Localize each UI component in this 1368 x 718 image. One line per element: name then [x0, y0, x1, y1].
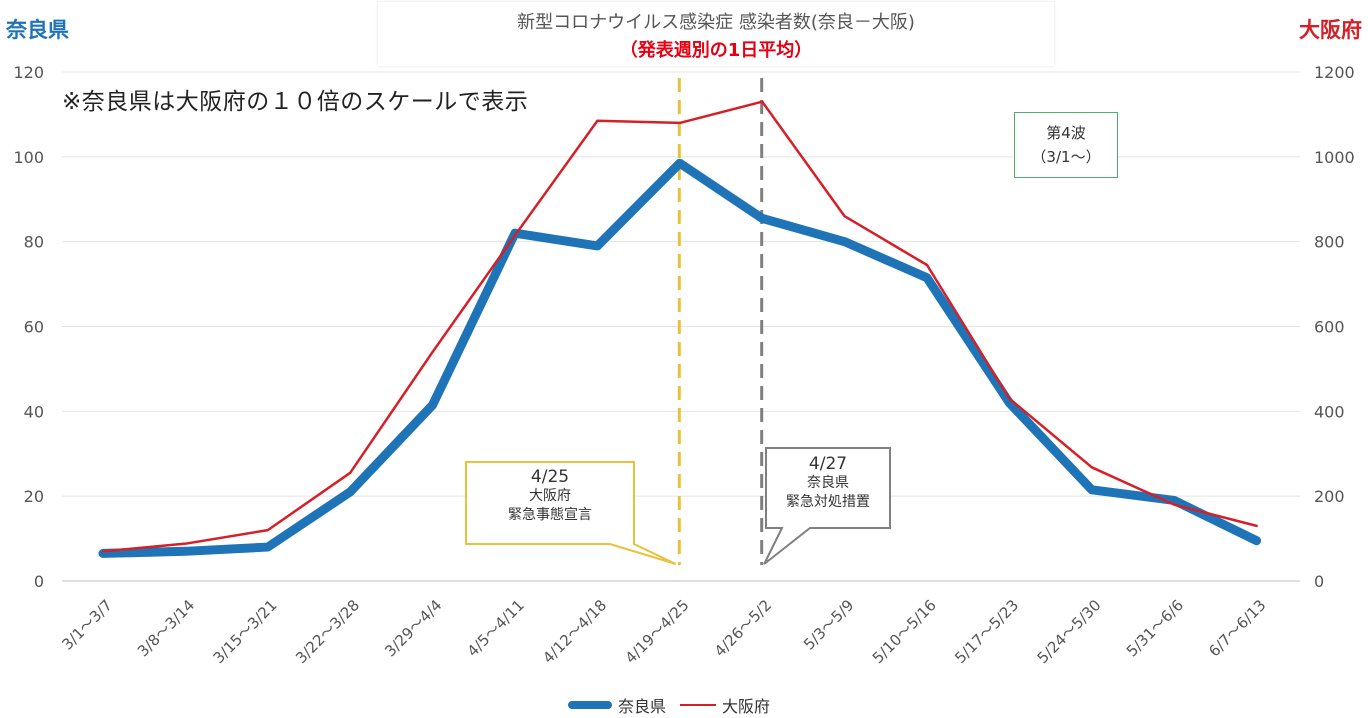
- legend-swatch-nara: [568, 701, 612, 709]
- x-tick-label: 3/29～4/4: [381, 596, 445, 660]
- x-tick-label: 5/24～5/30: [1034, 596, 1105, 667]
- point-nara: [1173, 499, 1176, 502]
- x-tick-label: 3/22～3/28: [292, 596, 363, 667]
- x-tick-label: 4/5～4/11: [464, 596, 528, 660]
- point-osaka: [1173, 504, 1175, 506]
- point-nara: [678, 162, 681, 165]
- left-tick-label: 0: [34, 572, 44, 591]
- point-nara: [431, 403, 434, 406]
- x-tick-label: 5/10～5/16: [869, 596, 940, 667]
- point-osaka: [1256, 525, 1258, 527]
- data-series: [98, 100, 1262, 558]
- x-tick-label: 4/26～5/2: [711, 596, 775, 660]
- point-nara: [843, 240, 846, 243]
- callout-osaka-date: 4/25: [530, 467, 570, 487]
- point-nara: [184, 550, 187, 553]
- point-osaka: [761, 101, 763, 103]
- left-tick-label: 40: [24, 402, 44, 421]
- x-tick-label: 4/19～4/25: [622, 596, 693, 667]
- point-osaka: [432, 351, 434, 353]
- point-nara: [1090, 488, 1093, 491]
- left-axis-title: 奈良県: [6, 18, 69, 42]
- point-osaka: [267, 529, 269, 531]
- point-osaka: [102, 550, 104, 552]
- right-tick-label: 1200: [1314, 63, 1355, 82]
- callout-osaka-bubble: [465, 461, 677, 565]
- chart-title: 新型コロナウイルス感染症 感染者数(奈良－大阪): [517, 12, 915, 33]
- left-tick-label: 120: [13, 63, 44, 82]
- callout-nara-line1: 奈良県: [807, 475, 849, 491]
- scale-note: ※奈良県は大阪府の１０倍のスケールで表示: [62, 89, 529, 115]
- right-tick-label: 600: [1314, 318, 1345, 337]
- x-tick-label: 4/12～4/18: [539, 596, 610, 667]
- x-axis-ticks: 3/1～3/7 3/8～3/14 3/15～3/21 3/22～3/28 3/29～4/…: [58, 596, 1269, 667]
- right-tick-label: 800: [1314, 233, 1345, 252]
- callout-osaka-line1: 大阪府: [529, 488, 571, 504]
- right-axis-title: 大阪府: [1299, 18, 1362, 42]
- grid-lines: [62, 71, 1300, 582]
- legend-label-nara: 奈良県: [618, 697, 667, 716]
- callout-nara: 4/27 奈良県 緊急対処措置: [766, 455, 890, 512]
- point-osaka: [184, 543, 186, 545]
- point-nara: [926, 276, 928, 279]
- left-tick-label: 60: [24, 318, 44, 337]
- point-osaka: [514, 234, 516, 236]
- point-nara: [102, 552, 104, 555]
- x-tick-label: 3/15～3/21: [210, 596, 281, 667]
- point-nara: [596, 244, 599, 247]
- point-osaka: [844, 215, 846, 217]
- point-osaka: [1008, 398, 1010, 400]
- callout-osaka-line2: 緊急事態宣言: [508, 507, 592, 523]
- right-axis-ticks: 0 200 400 600 800 1000 1200: [1314, 63, 1355, 591]
- callout-nara-line2: 緊急対処措置: [786, 494, 870, 510]
- chart-title-box: 新型コロナウイルス感染症 感染者数(奈良－大阪) （発表週別の1日平均）: [378, 2, 1054, 66]
- left-axis-ticks: 0 20 40 60 80 100 120: [13, 63, 44, 591]
- point-nara: [1255, 539, 1258, 542]
- wave-label-box: 第4波 （3/1～）: [1014, 112, 1118, 178]
- x-tick-label: 6/7～6/13: [1205, 596, 1269, 660]
- point-nara: [266, 546, 269, 549]
- point-nara: [1008, 401, 1011, 404]
- legend-swatch-osaka: [680, 704, 717, 706]
- right-tick-label: 200: [1314, 487, 1345, 506]
- event-markers: [677, 78, 764, 565]
- point-osaka: [679, 122, 681, 124]
- legend-label-osaka: 大阪府: [722, 697, 771, 716]
- left-tick-label: 80: [24, 233, 44, 252]
- legend: 奈良県 大阪府: [568, 693, 770, 717]
- x-tick-label: 5/17～5/23: [951, 596, 1022, 667]
- wave-label: 第4波: [1046, 124, 1086, 142]
- point-osaka: [349, 472, 351, 474]
- point-osaka: [926, 264, 928, 266]
- callout-nara-date: 4/27: [808, 454, 848, 474]
- x-tick-label: 3/1～3/7: [58, 596, 115, 653]
- callout-shapes: [465, 447, 891, 565]
- wave-period: （3/1～）: [1031, 148, 1101, 166]
- point-osaka: [1091, 466, 1093, 468]
- chart-subtitle: （発表週別の1日平均）: [619, 40, 813, 61]
- point-osaka: [596, 120, 598, 122]
- left-tick-label: 20: [24, 487, 44, 506]
- x-tick-label: 3/8～3/14: [134, 596, 198, 660]
- x-tick-label: 5/31～6/6: [1123, 596, 1187, 660]
- left-tick-label: 100: [13, 148, 44, 167]
- x-tick-label: 5/3～5/9: [800, 596, 857, 653]
- point-nara: [349, 490, 352, 493]
- right-tick-label: 0: [1314, 572, 1324, 591]
- callout-nara-bubble: [763, 447, 891, 565]
- point-nara: [761, 217, 764, 220]
- callout-osaka: 4/25 大阪府 緊急事態宣言: [466, 468, 634, 525]
- right-tick-label: 400: [1314, 402, 1345, 421]
- right-tick-label: 1000: [1314, 148, 1355, 167]
